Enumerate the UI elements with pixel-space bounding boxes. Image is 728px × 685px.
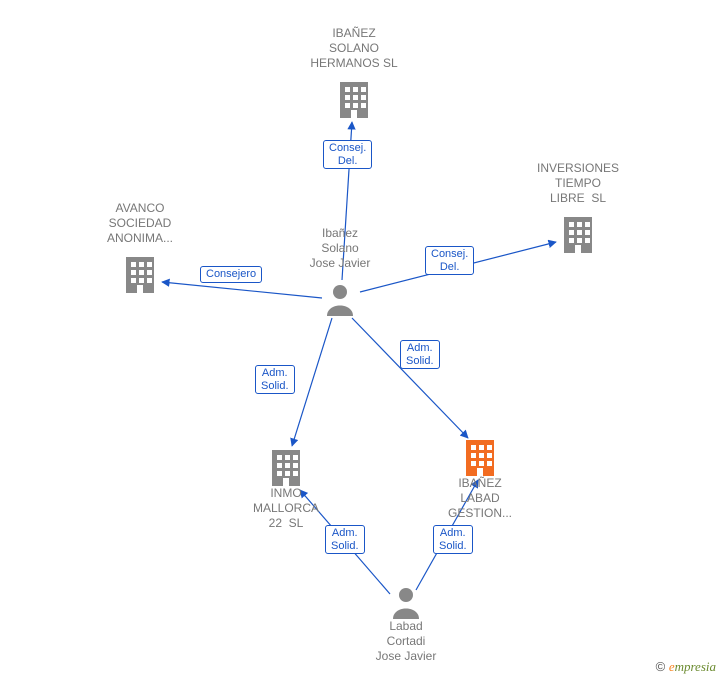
node-label: IBAÑEZ SOLANO HERMANOS SL [294,26,414,71]
edge-label: Consej. Del. [323,140,372,169]
edge-label: Adm. Solid. [400,340,440,369]
edge [292,318,332,446]
edge-label: Adm. Solid. [255,365,295,394]
node-label: Ibañez Solano Jose Javier [295,226,385,271]
node-comp_avanco[interactable] [126,257,154,293]
node-label: AVANCO SOCIEDAD ANONIMA... [85,201,195,246]
edge [352,318,468,438]
node-label: IBAÑEZ LABAD GESTION... [430,476,530,521]
edge-label: Consej. Del. [425,246,474,275]
node-label: INVERSIONES TIEMPO LIBRE SL [518,161,638,206]
node-comp_inversiones[interactable] [564,217,592,253]
copyright-symbol: © [656,659,666,674]
node-person2[interactable] [393,588,419,619]
edge [162,282,322,298]
diagram-canvas [0,0,728,685]
brand-rest: mpresia [675,659,716,674]
node-label: INMO MALLORCA 22 SL [236,486,336,531]
node-comp_inmo[interactable] [272,450,300,486]
node-label: Labad Cortadi Jose Javier [361,619,451,664]
node-person1[interactable] [327,285,353,316]
edge-label: Consejero [200,266,262,283]
footer-attribution: © empresia [656,659,716,675]
node-comp_ibanez_labad[interactable] [466,440,494,476]
edge-label: Adm. Solid. [433,525,473,554]
node-comp_ibanez_solano[interactable] [340,82,368,118]
